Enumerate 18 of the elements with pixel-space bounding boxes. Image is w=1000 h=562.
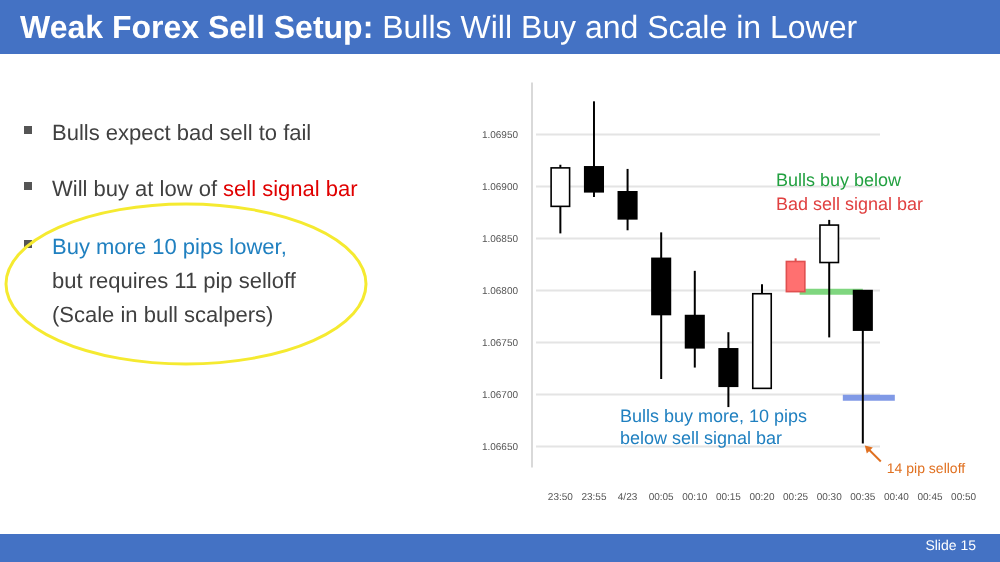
candlestick — [684, 269, 705, 369]
candlestick — [550, 163, 571, 235]
ref-line-label: Bulls buy more, 10 pips below sell signal bar — [620, 406, 809, 448]
annotation: Bulls buy below — [776, 170, 903, 190]
candlestick — [718, 331, 739, 409]
text: sell signal bar — [223, 178, 359, 202]
candlestick — [583, 100, 605, 198]
annotation: Bad sell signal bar — [776, 194, 924, 214]
candlestick — [819, 218, 840, 339]
text: Buy more 10 pips lower, — [52, 236, 287, 260]
text: Will buy at low of — [52, 178, 218, 202]
text: Bulls expect bad sell to fail — [52, 122, 312, 146]
candlestick — [617, 167, 638, 232]
text: (Scale in bull scalpers) — [52, 304, 274, 328]
chart-title: Weak Forex Sell Setup: Bulls Will Buy and Scale in Lower — [20, 12, 859, 46]
candlestick — [852, 289, 873, 445]
candlestick — [785, 257, 806, 293]
text: but requires 11 pip selloff — [52, 270, 298, 294]
